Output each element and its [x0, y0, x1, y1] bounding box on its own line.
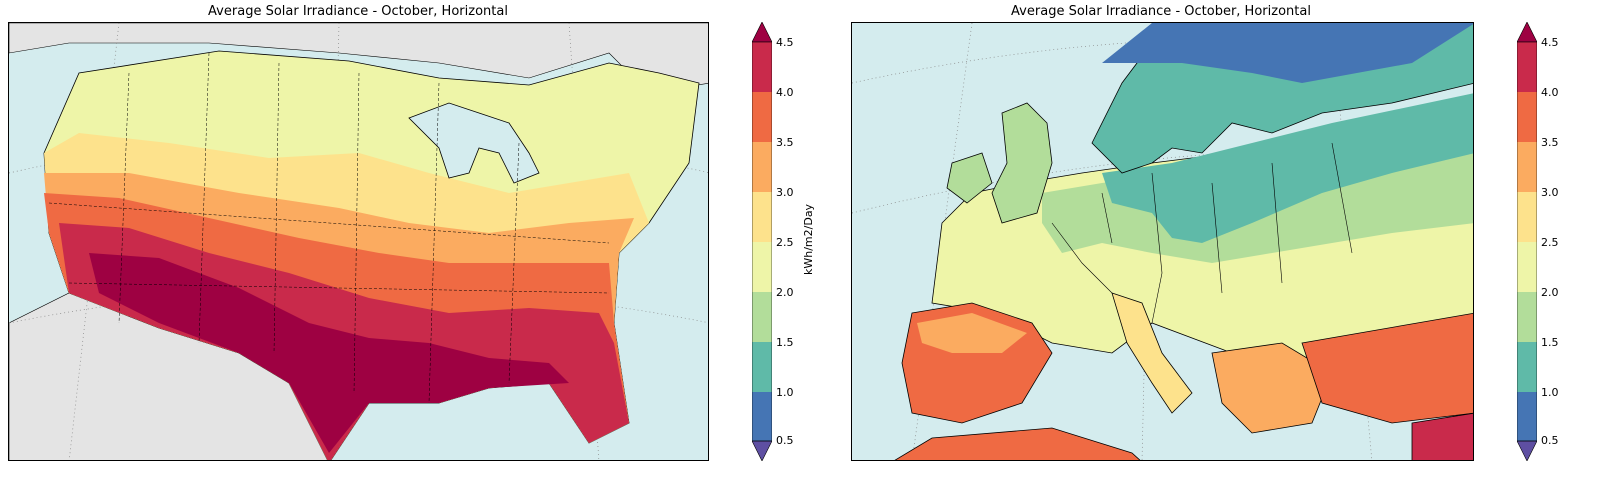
ireland [946, 152, 993, 204]
europe-irradiance-map [852, 23, 1473, 460]
us-band-7 [89, 253, 569, 453]
left-map-title: Average Solar Irradiance - October, Hori… [208, 4, 508, 19]
right-map-title: Average Solar Irradiance - October, Hori… [1011, 4, 1311, 19]
right-colorbar-tick: 2.5 [1541, 236, 1559, 249]
left-colorbar [751, 21, 773, 462]
left-colorbar-tick: 4.5 [776, 36, 794, 49]
scandinavia-north [1102, 23, 1473, 83]
right-colorbar-tick: 4.0 [1541, 86, 1559, 99]
middle-east [1411, 412, 1473, 460]
right-colorbar-tick: 3.5 [1541, 136, 1559, 149]
left-colorbar-tick: 2.0 [776, 286, 794, 299]
left-colorbar-tick: 4.0 [776, 86, 794, 99]
left-colorbar-tick: 3.0 [776, 186, 794, 199]
us-irradiance-map [9, 23, 708, 460]
left-map-panel[interactable] [8, 22, 709, 461]
right-colorbar-tick: 4.5 [1541, 36, 1559, 49]
balkans-south [1211, 342, 1333, 434]
canada-land [9, 23, 708, 94]
turkey [1301, 312, 1473, 424]
left-colorbar-tick: 1.5 [776, 336, 794, 349]
italy [1111, 292, 1193, 414]
britain [991, 102, 1053, 224]
left-colorbar-tick: 1.0 [776, 386, 794, 399]
left-colorbar-tick: 3.5 [776, 136, 794, 149]
great-lakes [408, 102, 540, 184]
right-colorbar-tick: 1.5 [1541, 336, 1559, 349]
right-map-panel[interactable] [851, 22, 1474, 461]
right-colorbar-tick: 0.5 [1541, 434, 1559, 447]
right-colorbar-tick: 1.0 [1541, 386, 1559, 399]
left-colorbar-tick: 2.5 [776, 236, 794, 249]
right-colorbar-tick: 3.0 [1541, 186, 1559, 199]
africa [894, 427, 1141, 460]
iberia-inner [917, 313, 1027, 353]
left-colorbar-tick: 0.5 [776, 434, 794, 447]
right-colorbar [1516, 21, 1538, 462]
colorbar-label: kWh/m2/Day [802, 203, 815, 275]
europe-band-0 [1102, 93, 1473, 243]
right-colorbar-tick: 2.0 [1541, 286, 1559, 299]
